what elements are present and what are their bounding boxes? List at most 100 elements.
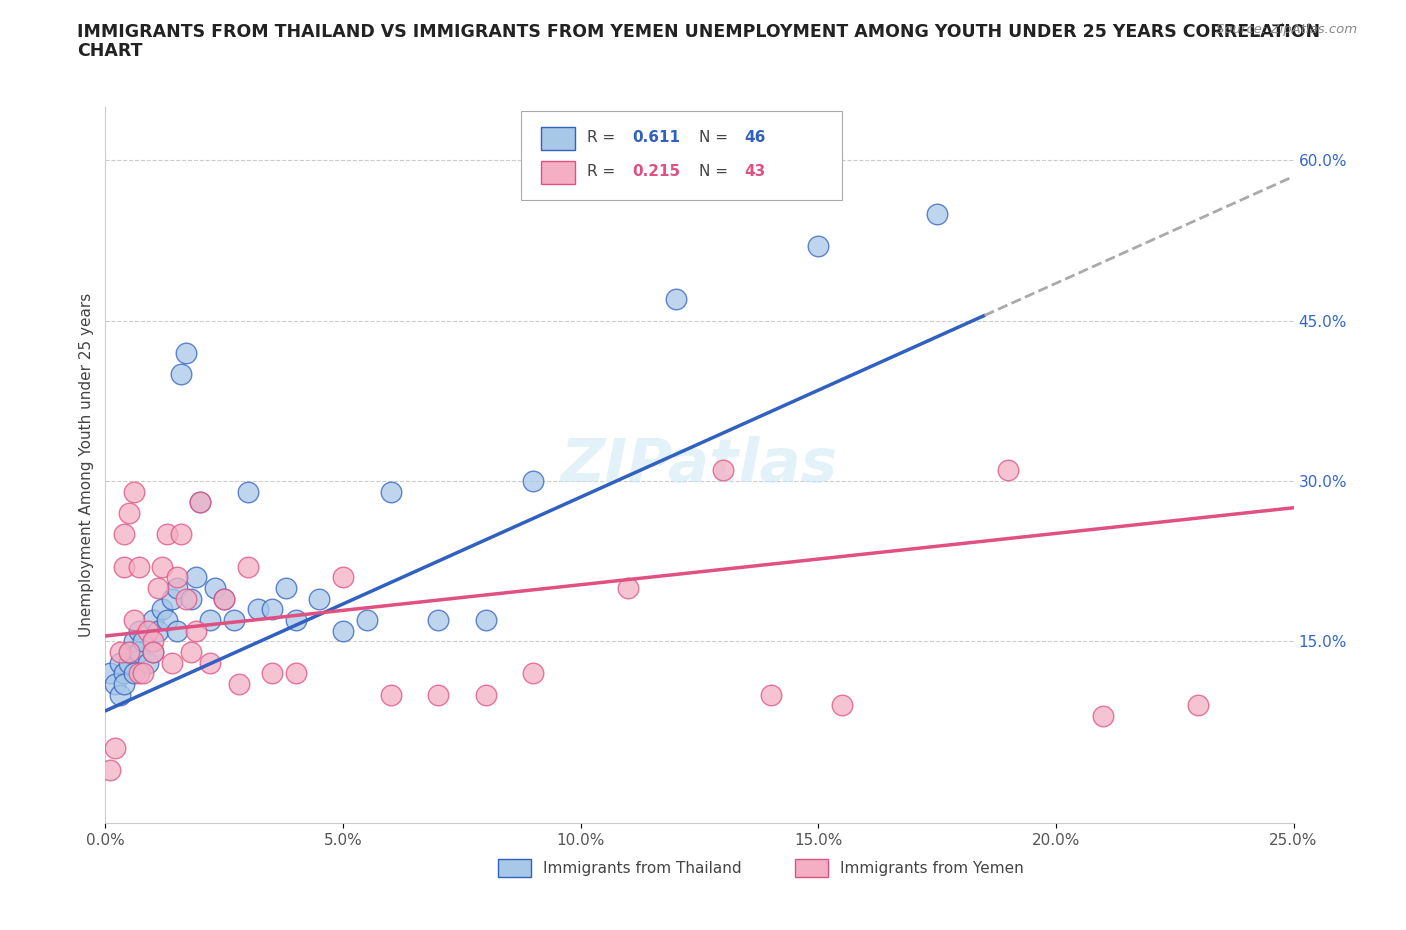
Point [174, 345, 197, 360]
Point [118, 656, 141, 671]
Point [114, 559, 136, 574]
Point [136, 623, 159, 638]
Point [246, 602, 269, 617]
Text: Immigrants from Thailand: Immigrants from Thailand [543, 860, 741, 876]
Text: N =: N = [700, 130, 734, 145]
Point [108, 644, 131, 659]
Point [156, 527, 179, 542]
Point [617, 580, 640, 595]
Text: Source: ZipAtlas.com: Source: ZipAtlas.com [1216, 23, 1357, 36]
Text: ZIPatlas: ZIPatlas [561, 435, 838, 495]
Y-axis label: Unemployment Among Youth under 25 years: Unemployment Among Youth under 25 years [79, 293, 94, 637]
Point [1092, 709, 1115, 724]
Point [118, 644, 141, 659]
Point [284, 613, 307, 628]
Point [204, 580, 226, 595]
Point [184, 623, 207, 638]
Point [759, 687, 782, 702]
Point [132, 666, 155, 681]
Point [128, 644, 150, 659]
Point [114, 677, 136, 692]
Point [166, 570, 188, 585]
Point [260, 666, 283, 681]
Point [474, 687, 496, 702]
Point [160, 656, 183, 671]
Text: IMMIGRANTS FROM THAILAND VS IMMIGRANTS FROM YEMEN UNEMPLOYMENT AMONG YOUTH UNDER: IMMIGRANTS FROM THAILAND VS IMMIGRANTS F… [77, 23, 1320, 41]
Text: 43: 43 [745, 164, 766, 179]
Point [122, 666, 145, 681]
Point [184, 570, 207, 585]
Point [214, 591, 236, 606]
Bar [541, 161, 575, 183]
Point [160, 591, 183, 606]
Point [170, 366, 193, 381]
Point [128, 666, 150, 681]
Point [332, 623, 354, 638]
Point [174, 591, 197, 606]
Point [128, 623, 150, 638]
Text: CHART: CHART [77, 42, 143, 60]
Point [108, 656, 131, 671]
Point [108, 687, 131, 702]
Text: N =: N = [700, 164, 734, 179]
Point [122, 634, 145, 649]
Bar [498, 859, 531, 877]
Point [1187, 698, 1209, 713]
Text: R =: R = [586, 130, 620, 145]
Point [236, 485, 259, 499]
Point [308, 591, 330, 606]
Point [711, 463, 734, 478]
Point [180, 644, 202, 659]
Point [114, 527, 136, 542]
Point [190, 495, 212, 510]
Point [214, 591, 236, 606]
Point [236, 559, 259, 574]
Point [132, 634, 155, 649]
Text: 0.611: 0.611 [631, 130, 679, 145]
Point [228, 677, 250, 692]
Point [274, 580, 297, 595]
Point [180, 591, 202, 606]
Point [925, 206, 948, 221]
Point [997, 463, 1019, 478]
Point [142, 644, 165, 659]
Point [166, 623, 188, 638]
Point [427, 687, 450, 702]
Point [118, 644, 141, 659]
Text: Immigrants from Yemen: Immigrants from Yemen [839, 860, 1024, 876]
Point [152, 602, 174, 617]
Point [170, 527, 193, 542]
Point [474, 613, 496, 628]
Text: 0.215: 0.215 [631, 164, 681, 179]
Point [522, 666, 544, 681]
Bar [541, 127, 575, 150]
Point [142, 644, 165, 659]
Point [152, 559, 174, 574]
Point [122, 613, 145, 628]
Point [104, 677, 127, 692]
Point [380, 485, 402, 499]
Point [831, 698, 853, 713]
Point [98, 763, 121, 777]
Point [146, 623, 169, 638]
Point [807, 238, 830, 253]
Point [665, 292, 688, 307]
Point [260, 602, 283, 617]
Point [156, 613, 179, 628]
Point [427, 613, 450, 628]
Text: 46: 46 [745, 130, 766, 145]
Point [166, 580, 188, 595]
Point [128, 559, 150, 574]
Point [118, 506, 141, 521]
Point [104, 741, 127, 756]
Point [190, 495, 212, 510]
Point [122, 485, 145, 499]
Point [198, 656, 221, 671]
FancyBboxPatch shape [522, 111, 842, 200]
Point [284, 666, 307, 681]
Point [142, 634, 165, 649]
Point [98, 666, 121, 681]
Point [380, 687, 402, 702]
Bar [794, 859, 828, 877]
Point [332, 570, 354, 585]
